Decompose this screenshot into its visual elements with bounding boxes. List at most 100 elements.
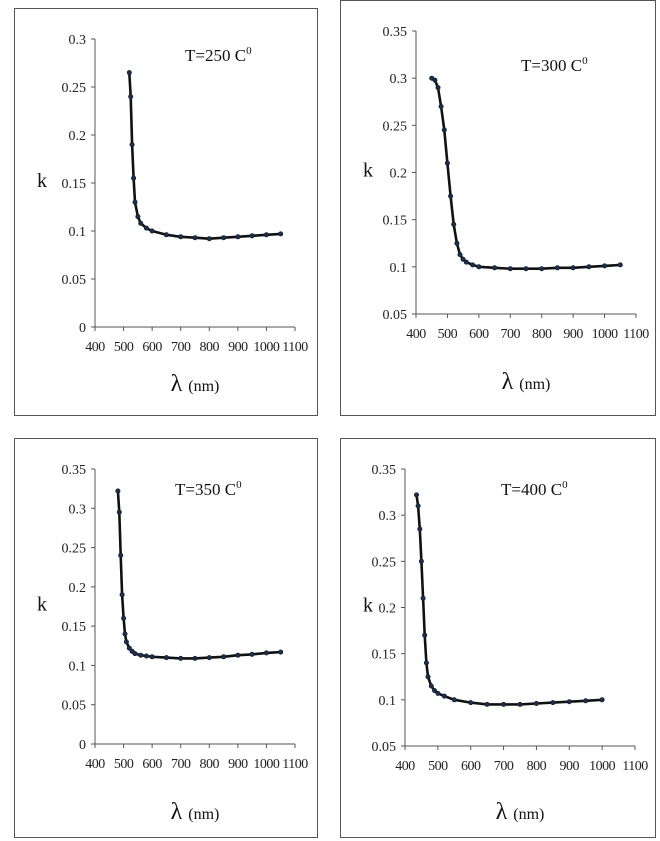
data-point [441,127,447,133]
y-axis-label: k [363,160,373,182]
data-point [533,700,539,706]
y-tick-label: 0.1 [69,225,87,240]
data-point [143,225,149,231]
y-tick-label: 0.35 [383,25,408,40]
y-axis-label: k [37,594,47,616]
data-point [417,526,423,532]
y-axis-label: k [363,595,373,617]
data-point [428,683,434,689]
data-point [420,595,426,601]
data-point [432,77,438,83]
x-tick-label: 1000 [253,757,280,772]
data-point [507,266,513,272]
y-tick-label: 0.05 [62,273,87,288]
data-point [192,235,198,241]
x-tick-label: 400 [395,759,415,774]
data-point [221,654,227,660]
x-tick-label: 400 [406,327,426,342]
x-tick-label: 600 [461,759,481,774]
y-tick-label: 0.25 [62,542,87,557]
data-point [583,698,589,704]
data-point [192,655,198,661]
data-point [425,674,431,680]
chart-title: T=400 C0 [501,479,568,499]
data-point [554,265,560,271]
data-point [617,262,623,268]
data-point [122,631,128,637]
x-tick-label: 900 [228,757,248,772]
data-point [523,266,529,272]
x-tick-label: 500 [428,759,448,774]
x-tick-label: 1100 [622,759,648,774]
y-tick-label: 0 [79,321,86,336]
data-point [206,236,212,242]
y-tick-label: 0.3 [69,502,87,517]
x-tick-label: 1000 [592,327,619,342]
chart-panel-4: 0.05 0.1 0.15 0.2 0.25 0.3 0.35 400 500 600 700 800… [340,438,656,838]
y-tick-label: 0.2 [69,581,87,596]
data-point [263,650,269,656]
data-point [263,232,269,238]
y-tick-label: 0.25 [383,119,408,134]
x-axis-symbol: λ [171,371,189,397]
data-point [278,231,284,237]
data-point [126,70,132,76]
x-tick-label: 500 [114,340,134,355]
data-point [470,262,476,268]
x-tick-label: 700 [494,759,514,774]
x-axis-unit: (nm) [519,376,550,393]
data-point [454,240,460,246]
series-line [431,77,621,271]
data-point [586,264,592,270]
x-tick-label: 800 [527,759,547,774]
y-tick-label: 0.2 [379,602,397,617]
data-point [566,699,572,705]
data-point [599,697,605,703]
x-axis-label: λ (nm) [171,799,220,825]
data-point [444,160,450,166]
data-point [602,263,608,269]
x-tick-label: 900 [563,327,583,342]
y-tick-label: 0.05 [383,308,408,323]
y-axis-label: k [37,170,47,192]
data-point [132,199,138,205]
data-point [149,654,155,660]
chart-title: T=300 C0 [521,55,588,75]
data-point [278,649,284,655]
x-axis-unit: (nm) [513,806,544,823]
x-axis-unit: (nm) [188,806,219,823]
x-tick-label: 900 [560,759,580,774]
data-point [484,701,490,707]
chart-title: T=350 C0 [175,479,242,499]
chart-title-superscript: 0 [246,45,252,57]
y-tick-label: 0.3 [390,72,408,87]
x-tick-label: 500 [114,757,134,772]
x-tick-label: 600 [142,340,162,355]
chart-title-superscript: 0 [562,479,568,491]
x-axis-label: λ (nm) [171,371,220,397]
data-point [178,655,184,661]
x-axis-symbol: λ [502,369,520,395]
chart-2: 0.05 0.1 0.15 0.2 0.25 0.3 0.35 400 500 600 700 800… [363,25,650,395]
data-point [178,234,184,240]
y-tick-label: 0.2 [390,167,408,182]
data-point [149,228,155,234]
data-point [539,266,545,272]
y-tick-label: 0.2 [69,129,87,144]
data-point [116,509,122,515]
data-point [126,645,132,651]
data-point [451,221,457,227]
data-point [463,259,469,265]
data-point [123,639,129,645]
data-point [235,652,241,658]
data-point [143,653,149,659]
data-point [451,697,457,703]
data-point [448,193,454,199]
y-tick-label: 0.15 [62,177,87,192]
data-point [119,592,125,598]
data-point [476,264,482,270]
x-tick-label: 600 [142,757,162,772]
x-tick-label: 700 [171,757,191,772]
x-tick-label: 1100 [282,757,308,772]
chart-panel-2: 0.05 0.1 0.15 0.2 0.25 0.3 0.35 400 500 600 700 800… [340,0,656,416]
